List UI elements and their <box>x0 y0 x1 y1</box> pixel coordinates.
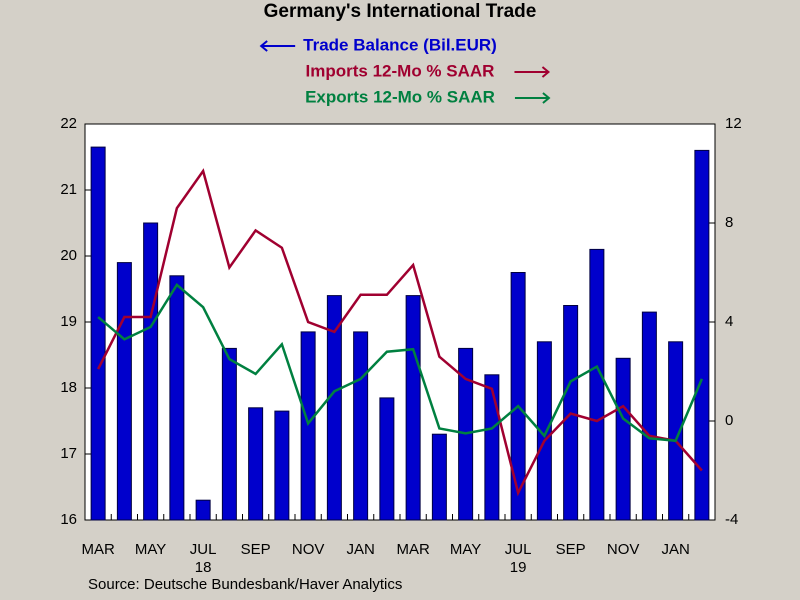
y-tick-label: 17 <box>60 445 77 462</box>
x-tick-label-line: JAN <box>346 541 374 558</box>
bar <box>615 357 631 521</box>
y-tick-label: 18 <box>60 379 77 396</box>
x-tick-label: JUL 19 <box>505 541 532 576</box>
bar <box>143 222 159 521</box>
y2-tick-label: 12 <box>725 115 742 132</box>
bar <box>694 149 710 521</box>
bar <box>90 146 106 521</box>
x-tick-label: MAY <box>450 541 481 558</box>
x-tick-label-line: SEP <box>241 541 271 558</box>
bar <box>221 347 237 521</box>
legend-arrow <box>514 92 551 104</box>
legend-arrow <box>259 40 296 52</box>
x-tick-label: NOV <box>607 541 640 558</box>
bar <box>431 433 447 521</box>
x-tick-label: JAN <box>346 541 374 558</box>
bar <box>668 341 684 521</box>
bar <box>300 331 316 521</box>
bar <box>641 311 657 521</box>
legend-arrow <box>514 66 551 78</box>
legend-arrow-head <box>259 40 268 52</box>
x-tick-label: SEP <box>556 541 586 558</box>
legend-label: Imports 12-Mo % SAAR <box>306 61 495 80</box>
x-tick-label: SEP <box>241 541 271 558</box>
x-tick-label-line: MAR <box>81 541 115 558</box>
x-tick-label-line: JAN <box>661 541 689 558</box>
line <box>97 282 704 443</box>
bar <box>484 374 500 521</box>
bar <box>379 397 395 521</box>
y-tick-label: 21 <box>60 181 77 198</box>
line <box>97 168 703 497</box>
legend-label: Exports 12-Mo % SAAR <box>305 87 495 106</box>
y-tick-label: 20 <box>60 247 77 264</box>
legend-arrow-head <box>541 66 551 78</box>
x-tick-label-line: NOV <box>607 541 640 558</box>
x-tick-label: MAR <box>396 541 430 558</box>
x-tick-label: MAR <box>81 541 115 558</box>
y2-tick-label: 4 <box>725 313 733 330</box>
y2-tick-label: 0 <box>725 412 733 429</box>
y2-tick-label: -4 <box>725 511 738 528</box>
chart-title: Germany's International Trade <box>264 1 537 22</box>
source: Source: Deutsche Bundesbank/Haver Analyt… <box>88 576 402 593</box>
bar <box>116 262 132 521</box>
bar <box>536 341 552 521</box>
bar <box>274 410 290 521</box>
bar <box>169 275 185 521</box>
x-tick-label-line: 18 <box>195 559 212 576</box>
x-tick-label: NOV <box>292 541 325 558</box>
x-tick-label: JUL 18 <box>190 541 217 576</box>
x-tick-label-line: JUL <box>505 541 532 558</box>
x-tick-label-line: MAY <box>450 541 481 558</box>
bar <box>326 295 342 521</box>
x-tick-label: MAY <box>135 541 166 558</box>
legend-label: Trade Balance (Bil.EUR) <box>303 35 497 54</box>
y2-tick-label: 8 <box>725 214 733 231</box>
bar <box>589 248 605 521</box>
bar <box>353 331 369 521</box>
x-tick-label-line: MAY <box>135 541 166 558</box>
x-tick-label-line: 19 <box>510 559 527 576</box>
x-tick-label-line: MAR <box>396 541 430 558</box>
x-tick-label-line: JUL <box>190 541 217 558</box>
y-tick-label: 16 <box>60 511 77 528</box>
y-tick-label: 19 <box>60 313 77 330</box>
bar <box>405 295 421 521</box>
x-tick-label-line: NOV <box>292 541 325 558</box>
y-tick-label: 22 <box>60 115 77 132</box>
bar <box>195 499 211 521</box>
x-tick-label: JAN <box>661 541 689 558</box>
bar <box>248 407 264 521</box>
x-tick-label-line: SEP <box>556 541 586 558</box>
legend-arrow-head <box>542 92 551 104</box>
bar <box>510 272 526 521</box>
